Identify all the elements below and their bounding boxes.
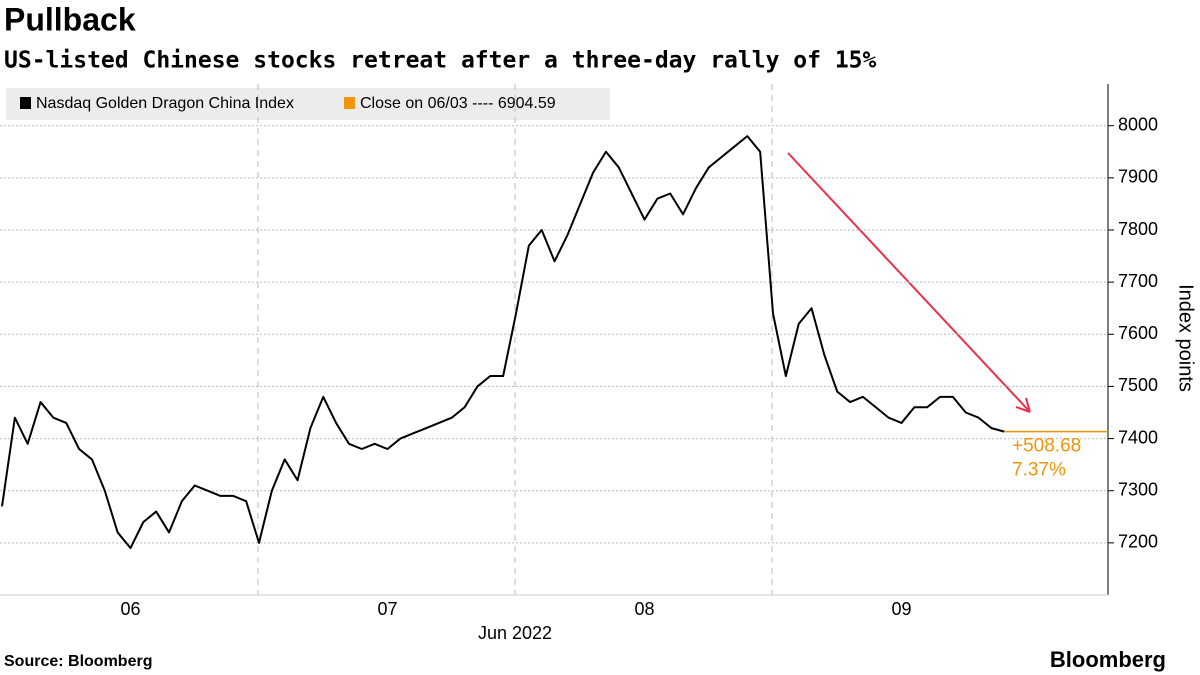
x-tick-label: 07 bbox=[377, 599, 397, 619]
legend-swatch bbox=[344, 97, 355, 109]
series-line bbox=[1, 135, 1005, 550]
x-tick-label: 09 bbox=[891, 599, 911, 619]
y-tick-label: 7500 bbox=[1118, 375, 1158, 395]
legend-label: Close on 06/03 ---- 6904.59 bbox=[360, 95, 556, 112]
x-axis-title: Jun 2022 bbox=[478, 623, 552, 643]
annotation: 7.37% bbox=[1012, 460, 1066, 481]
y-tick-label: 7600 bbox=[1118, 323, 1158, 343]
x-tick-label: 08 bbox=[634, 599, 654, 619]
y-tick-label: 8000 bbox=[1118, 114, 1158, 134]
legend-swatch bbox=[20, 97, 31, 109]
x-tick-label: 06 bbox=[120, 599, 140, 619]
y-tick-label: 7400 bbox=[1118, 427, 1158, 447]
y-tick-label: 7800 bbox=[1118, 219, 1158, 239]
y-tick-label: 7700 bbox=[1118, 271, 1158, 291]
source: Source: Bloomberg bbox=[4, 653, 152, 670]
chart-title: Pullback bbox=[4, 1, 136, 37]
y-axis-title: Index points bbox=[1175, 284, 1197, 392]
legend-label: Nasdaq Golden Dragon China Index bbox=[36, 95, 294, 112]
y-tick-label: 7300 bbox=[1118, 479, 1158, 499]
legend-box bbox=[6, 88, 610, 120]
y-tick-label: 7200 bbox=[1118, 532, 1158, 552]
chart-subtitle: US-listed Chinese stocks retreat after a… bbox=[4, 48, 877, 74]
annotation: +508.68 bbox=[1012, 436, 1081, 457]
brand: Bloomberg bbox=[1050, 647, 1166, 672]
y-tick-label: 7900 bbox=[1118, 167, 1158, 187]
